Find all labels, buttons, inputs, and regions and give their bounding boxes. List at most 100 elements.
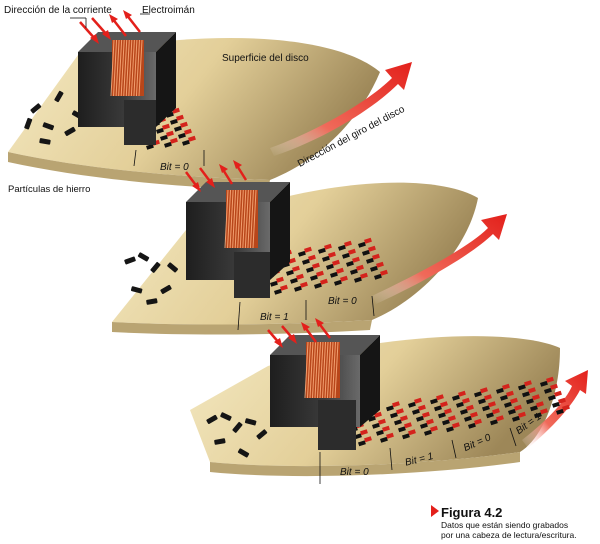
magnetized-particle [374,273,382,280]
magnetized-particle [532,394,540,401]
magnetized-particle [380,436,388,443]
magnetized-particle [466,404,474,411]
magnetized-particle [556,408,564,415]
magnetized-particle [324,243,332,250]
magnetized-particle [540,380,548,387]
magnetized-particle [540,408,548,415]
magnetized-particle [170,137,178,144]
magnetized-particle [534,412,542,419]
magnetized-particle [364,436,372,443]
coil-wire [118,39,123,97]
magnetized-particle [298,250,306,257]
magnetized-particle [554,390,562,397]
iron-particle [206,414,218,424]
coil-wire [110,39,115,97]
iron-particle [237,448,250,458]
magnetized-particle [326,263,334,270]
magnetized-particle [382,425,390,432]
coil-wire [244,189,249,249]
iron-particle [146,298,158,305]
write-head [78,32,176,145]
magnetized-particle [302,258,310,265]
magnetized-particle [478,398,486,405]
iron-particle [160,284,172,294]
magnetized-particle [502,383,510,390]
magnetized-particle [172,107,180,114]
current-arrows [70,10,150,44]
bit-label: Bit = 0 [328,296,357,307]
coil-wire [227,189,232,249]
magnetized-particle [280,284,288,291]
disk-surface [8,37,380,180]
magnetized-particle [364,237,372,244]
coil-wire [224,189,229,249]
magnetized-particle [445,426,454,433]
magnetized-particle [522,391,530,398]
iron-particle [124,256,136,265]
magnetized-particle [180,121,188,128]
magnetized-particle [176,114,184,121]
magnetized-particle [526,398,534,405]
magnetized-particle [372,422,380,429]
magnetized-particle [458,390,466,397]
magnetized-particle [386,405,394,412]
magnetized-particle [334,279,342,286]
bit-label: Bit = 1 [260,312,289,323]
coil [110,39,144,97]
magnetized-particle [426,418,434,425]
magnetized-particle [558,397,566,404]
figure-title: Figura 4.2 [441,505,503,520]
disk-edge [210,452,520,477]
coil-wire [307,341,311,399]
iron-particle [232,421,243,433]
magnetized-particle [360,272,368,279]
magnetized-particle [462,397,470,404]
magnetized-particle [460,408,468,415]
magnetized-particle [430,398,438,405]
rotation-arrow [372,214,507,304]
disk-surface [112,182,478,325]
magnetized-particle [368,415,376,422]
iron-particles [124,252,179,305]
coil-wire [138,39,143,97]
coil-wire [304,341,309,399]
coil-wire [242,189,247,249]
magnetized-particle [370,265,378,272]
iron-particle [130,286,143,294]
magnetized-particle [444,408,452,415]
magnetized-particle [312,262,320,269]
coil-wire [128,39,133,97]
magnetized-particle [414,397,422,404]
magnetized-particle [500,394,508,401]
iron-particle [220,412,232,421]
magnetized-particle [440,401,448,408]
magnetized-particle [518,411,526,418]
magnetized-particle [484,394,492,401]
magnetized-particle [274,288,282,295]
panel-2 [112,160,507,335]
iron-particle [137,252,150,262]
coil-wire [234,189,239,249]
magnetized-particle [486,412,494,419]
magnetized-particle [492,408,500,415]
magnetized-particle [358,241,366,248]
current-arrows [185,160,248,192]
magnetized-particle [404,422,412,429]
iron-particle [30,103,42,114]
coil-wire [237,189,242,249]
magnetized-particle [344,240,352,247]
magnetized-particle [528,387,536,394]
magnetized-particle [536,401,544,408]
magnetized-particle [420,422,428,429]
magnetized-particle [368,245,376,252]
magnetized-particle [174,125,182,132]
magnetized-particle [170,118,178,125]
magnetized-particle [188,135,196,142]
magnetized-particle [178,132,186,139]
magnetized-particle [160,134,168,141]
magnetized-particle [376,261,384,268]
magnetized-particle [342,252,350,259]
iron-particle [167,262,179,273]
magnetized-particle [386,432,394,439]
magnetized-particle [416,415,424,422]
